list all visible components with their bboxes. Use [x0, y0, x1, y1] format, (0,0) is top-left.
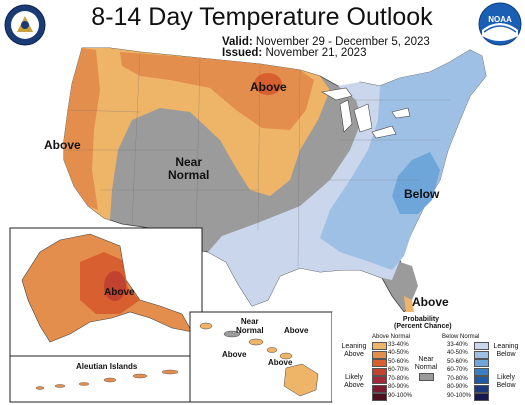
southeast-below-strong [392, 152, 440, 214]
legend-above-bin-swatch [372, 393, 387, 401]
legend-above-bin-swatch [372, 350, 387, 359]
state-borders [64, 51, 450, 269]
issued-date: November 21, 2023 [265, 47, 367, 59]
great-lakes [321, 87, 411, 139]
valid-line: Valid: November 29 - December 5, 2023 [222, 36, 430, 48]
noaa-logo-text: NOAA [488, 15, 512, 24]
north-above-strong [254, 73, 282, 95]
legend-below-bin-range-label: 80-90% [447, 384, 468, 390]
legend-above-bin-range-label: 60-70% [388, 367, 409, 373]
label-north-above: Above [250, 80, 287, 94]
aleutian-islands-shapes [35, 369, 179, 390]
label-alaska-above: Above [104, 287, 135, 298]
legend-above-normal-header: Above Normal [372, 334, 411, 340]
legend-below-bin-swatch [474, 350, 489, 359]
legend-below-bin-swatch [474, 342, 489, 350]
page-title: 8-14 Day Temperature Outlook [91, 3, 433, 31]
label-hawaii-above-2: Above [222, 350, 247, 359]
west-above-mid [64, 48, 100, 210]
label-southeast-below: Below [404, 187, 440, 201]
legend-near-normal-swatch [419, 373, 434, 381]
legend-above-bin-range-label: 80-90% [388, 384, 409, 390]
legend-frame [332, 312, 522, 402]
valid-dates: November 29 - December 5, 2023 [255, 36, 430, 48]
label-west-above: Above [44, 138, 81, 152]
valid-label: Valid: [222, 36, 253, 48]
legend-above-bin-range-label: 70-80% [388, 375, 409, 382]
issued-line: Issued: November 21, 2023 [222, 47, 366, 59]
label-near-normal: Near Normal [168, 155, 210, 182]
legend-below-bin-swatch [474, 367, 489, 376]
legend-above-bin-swatch [372, 384, 387, 393]
legend-below-bin-swatch [474, 376, 489, 384]
legend-below-bin-swatch [474, 384, 489, 393]
legend-above-bin-swatch [372, 367, 387, 376]
legend-leaning-below: Leaning Below [493, 343, 519, 358]
legend-above-bin-swatch [372, 359, 387, 367]
hawaii-islands [199, 322, 319, 397]
north-above-mid [120, 52, 314, 130]
legend-below-bin-range-label: 50-60% [447, 358, 468, 365]
legend-likely-below: Likely Below [496, 374, 516, 389]
legend-below-bin-swatch [474, 393, 489, 401]
nws-seal-logo [4, 4, 46, 46]
legend-below-bin-range-label: 40-50% [447, 350, 468, 356]
east-below-mid [320, 50, 486, 270]
legend-above-bin-range-label: 90-100% [388, 392, 413, 399]
legend-above-bin-range-label: 50-60% [388, 358, 409, 365]
florida-above [404, 296, 414, 312]
label-florida-above: Above [412, 295, 449, 309]
legend-above-bin-swatch [372, 376, 387, 384]
legend-above-bin-swatch [372, 342, 387, 350]
legend-title: Probability (Percent Chance) [394, 316, 452, 330]
legend-below-bin-range-label: 60-70% [447, 367, 468, 373]
label-hawaii-above-1: Above [284, 326, 309, 335]
legend-above-bin-range-label: 40-50% [388, 350, 409, 356]
legend-below-bin-range-label: 70-80% [447, 375, 468, 382]
legend-likely-above: Likely Above [344, 374, 364, 389]
label-hawaii-above-3: Above [268, 358, 293, 367]
legend-below-normal-header: Below Normal [442, 334, 480, 340]
noaa-logo: NOAA [478, 2, 522, 46]
legend-near-normal: Near Normal [414, 356, 438, 371]
legend-leaning-above: Leaning Above [341, 343, 367, 358]
alaska-above-core [104, 271, 126, 301]
label-aleutian-islands: Aleutian Islands [76, 362, 138, 371]
label-hawaii-near: Near Normal [236, 317, 264, 335]
legend-above-bin-range-label: 33-40% [388, 341, 409, 348]
issued-label: Issued: [222, 47, 263, 59]
legend-below-bin-range-label: 90-100% [447, 392, 472, 399]
legend-below-bin-range-label: 33-40% [447, 341, 468, 348]
florida-near [400, 262, 418, 300]
legend-below-bin-swatch [474, 359, 489, 367]
